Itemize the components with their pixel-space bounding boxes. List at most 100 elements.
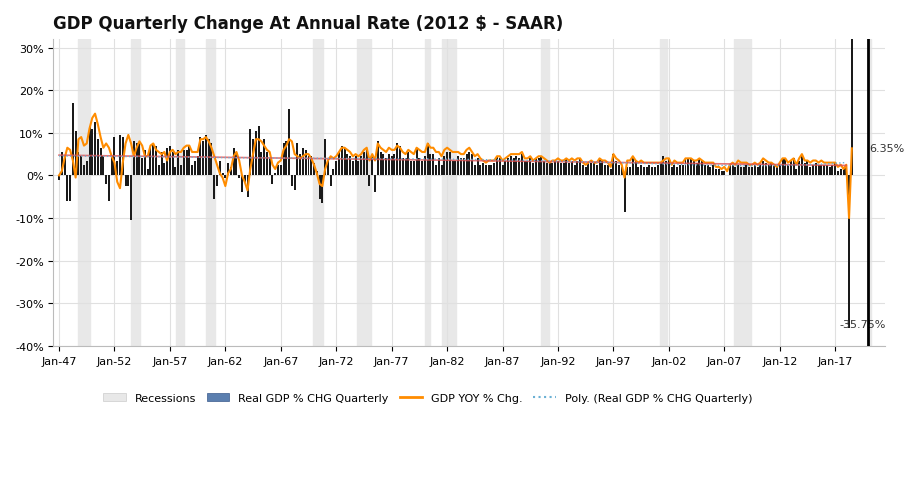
Bar	[160, 153, 162, 176]
Bar	[288, 110, 290, 176]
Bar	[221, 174, 223, 176]
Bar	[632, 159, 633, 176]
Bar	[83, 166, 85, 176]
Bar	[311, 157, 313, 176]
Bar	[709, 168, 712, 176]
Bar	[823, 166, 825, 176]
Bar	[344, 148, 346, 176]
Bar	[818, 166, 820, 176]
Bar	[701, 161, 703, 176]
Bar	[743, 168, 745, 176]
Bar	[277, 166, 279, 176]
Bar	[399, 146, 401, 176]
Bar	[271, 176, 274, 184]
Bar	[774, 166, 775, 176]
Bar	[100, 148, 101, 176]
Bar	[621, 168, 622, 176]
Bar	[424, 157, 426, 176]
Bar	[438, 159, 440, 176]
Bar	[213, 176, 215, 199]
Bar	[166, 148, 168, 176]
Bar	[455, 161, 456, 176]
Bar	[851, 34, 853, 176]
Bar	[202, 142, 204, 176]
Bar	[78, 40, 89, 346]
Bar	[623, 176, 625, 212]
Bar	[152, 144, 154, 176]
Bar	[596, 166, 597, 176]
Bar	[268, 159, 271, 176]
Bar	[474, 166, 476, 176]
Bar	[302, 148, 304, 176]
Bar	[385, 159, 387, 176]
Bar	[75, 132, 77, 176]
Bar	[296, 144, 299, 176]
Bar	[352, 161, 354, 176]
Bar	[615, 161, 617, 176]
Bar	[762, 161, 764, 176]
Bar	[442, 40, 456, 346]
Bar	[546, 163, 548, 176]
Bar	[441, 166, 443, 176]
Bar	[698, 159, 701, 176]
Bar	[282, 144, 285, 176]
Bar	[394, 155, 396, 176]
Bar	[196, 157, 198, 176]
Bar	[432, 155, 434, 176]
Bar	[526, 161, 528, 176]
Bar	[673, 166, 676, 176]
Bar	[717, 169, 720, 176]
Bar	[499, 159, 501, 176]
Bar	[341, 146, 343, 176]
Bar	[113, 138, 115, 176]
Bar	[257, 127, 260, 176]
Bar	[322, 176, 324, 204]
Bar	[732, 166, 734, 176]
Bar	[446, 153, 448, 176]
Bar	[158, 166, 160, 176]
Bar	[521, 155, 523, 176]
Bar	[246, 176, 249, 197]
Bar	[502, 166, 503, 176]
Bar	[740, 168, 742, 176]
Bar	[64, 157, 65, 176]
Bar	[391, 157, 393, 176]
Bar	[659, 40, 667, 346]
Bar	[557, 161, 559, 176]
Bar	[216, 176, 218, 187]
Bar	[427, 144, 429, 176]
Bar	[749, 168, 751, 176]
Bar	[779, 166, 781, 176]
Bar	[554, 161, 556, 176]
Bar	[230, 168, 231, 176]
Bar	[119, 136, 121, 176]
Bar	[468, 153, 470, 176]
Bar	[645, 168, 647, 176]
Bar	[826, 166, 828, 176]
Bar	[199, 138, 201, 176]
Bar	[449, 153, 451, 176]
Bar	[634, 161, 636, 176]
Bar	[460, 159, 462, 176]
Bar	[330, 176, 332, 187]
Bar	[285, 142, 288, 176]
Bar	[640, 166, 642, 176]
Bar	[232, 148, 235, 176]
Text: 6.35%: 6.35%	[869, 144, 904, 154]
Bar	[238, 176, 241, 178]
Bar	[94, 123, 96, 176]
Bar	[374, 176, 376, 193]
Bar	[676, 168, 679, 176]
Bar	[643, 168, 644, 176]
Bar	[358, 161, 360, 176]
Bar	[241, 176, 243, 193]
Bar	[712, 166, 715, 176]
Bar	[848, 176, 850, 328]
Bar	[532, 163, 534, 176]
Bar	[607, 166, 609, 176]
Bar	[308, 157, 310, 176]
Bar	[313, 163, 315, 176]
Bar	[829, 168, 831, 176]
Bar	[174, 168, 176, 176]
Bar	[807, 161, 809, 176]
